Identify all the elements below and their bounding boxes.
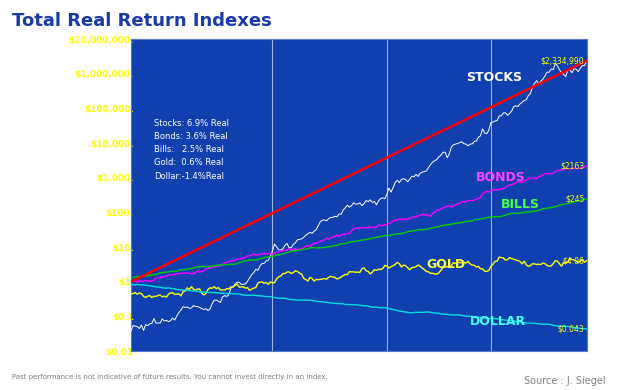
Text: $0.043: $0.043 [558, 324, 585, 333]
Text: $4.06: $4.06 [563, 256, 585, 265]
Text: $2163: $2163 [560, 161, 585, 170]
Text: Stocks: 6.9% Real
Bonds: 3.6% Real
Bills:   2.5% Real
Gold:  0.6% Real
Dollar:-1: Stocks: 6.9% Real Bonds: 3.6% Real Bills… [154, 119, 229, 181]
Text: $2,334,990: $2,334,990 [541, 57, 585, 66]
Text: GOLD: GOLD [426, 258, 466, 271]
Text: BILLS: BILLS [501, 199, 540, 211]
Text: Past performance is not indicative of future results. You cannot invest directly: Past performance is not indicative of fu… [12, 374, 328, 380]
Text: BONDS: BONDS [476, 171, 526, 184]
Title: January 1802 – December 2021: January 1802 – December 2021 [262, 27, 456, 37]
Text: STOCKS: STOCKS [466, 71, 522, 84]
Text: Source : J. Siegel: Source : J. Siegel [524, 376, 605, 386]
Text: DOLLAR: DOLLAR [470, 316, 526, 328]
Text: $245: $245 [565, 194, 585, 203]
Text: Total Real Return Indexes: Total Real Return Indexes [12, 12, 272, 30]
